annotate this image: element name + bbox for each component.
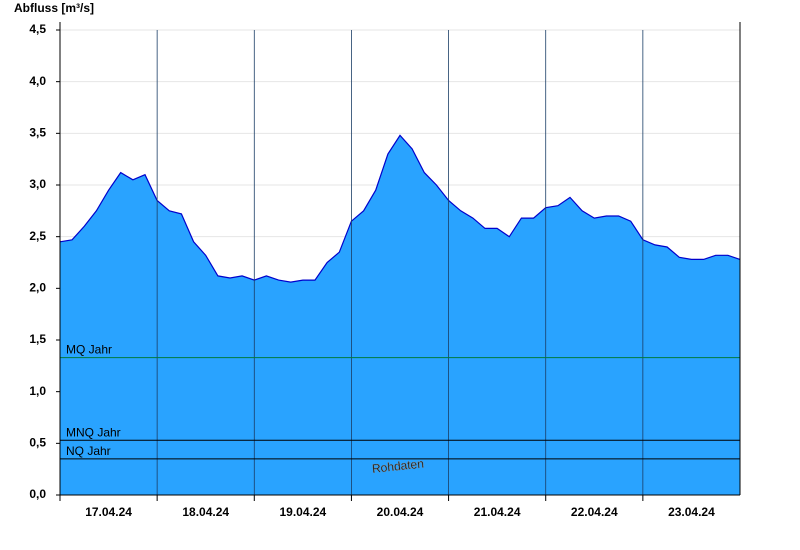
- watermark: Rohdaten: [371, 456, 424, 475]
- x-tick-label: 23.04.24: [668, 505, 715, 519]
- x-tick-label: 18.04.24: [182, 505, 229, 519]
- y-tick-label: 2,5: [29, 229, 46, 243]
- x-tick-label: 20.04.24: [377, 505, 424, 519]
- y-tick-label: 1,0: [29, 384, 46, 398]
- chart-title: Abfluss [m³/s]: [14, 1, 94, 15]
- reference-label: MQ Jahr: [66, 343, 112, 357]
- y-tick-label: 3,5: [29, 126, 46, 140]
- y-tick-label: 2,0: [29, 281, 46, 295]
- y-tick-label: 4,5: [29, 22, 46, 36]
- reference-label: MNQ Jahr: [66, 425, 121, 439]
- x-tick-label: 21.04.24: [474, 505, 521, 519]
- y-tick-label: 0,5: [29, 436, 46, 450]
- line: [59, 134, 741, 283]
- x-tick-label: 19.04.24: [279, 505, 326, 519]
- y-tick-label: 3,0: [29, 177, 46, 191]
- y-tick-label: 4,0: [29, 74, 46, 88]
- x-tick-label: 22.04.24: [571, 505, 618, 519]
- y-tick-label: 0,0: [29, 487, 46, 501]
- y-tick-label: 1,5: [29, 332, 46, 346]
- x-tick-label: 17.04.24: [85, 505, 132, 519]
- reference-label: NQ Jahr: [66, 444, 111, 458]
- area: [60, 135, 740, 495]
